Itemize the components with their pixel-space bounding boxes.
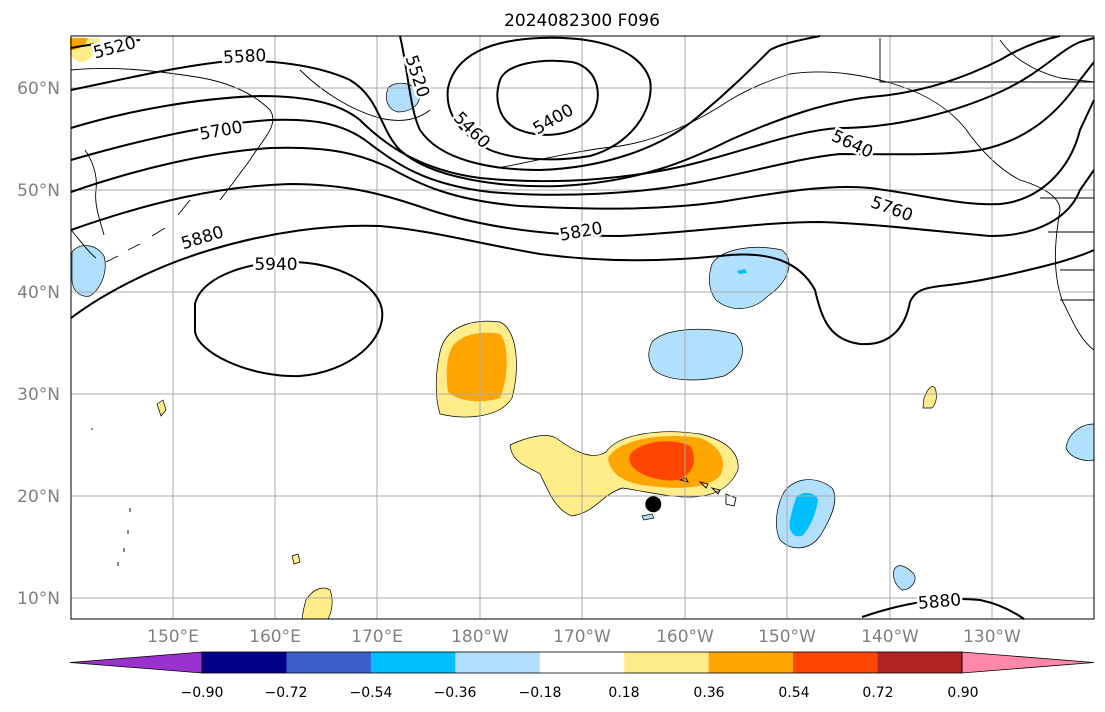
positive-anomaly-region — [291, 553, 301, 565]
contour-5580 — [70, 35, 1061, 188]
negative-anomaly-region — [893, 565, 916, 591]
coastline — [91, 428, 131, 566]
colorbar-tick-label: −0.36 — [434, 685, 477, 701]
colorbar-tick-label: 0.54 — [778, 685, 809, 701]
coastlines — [70, 38, 1095, 566]
coastline — [105, 199, 191, 263]
negative-anomaly-region — [641, 513, 655, 521]
latitude-label: 10°N — [17, 589, 60, 609]
coastline — [497, 71, 901, 169]
negative-anomaly-region — [1065, 423, 1095, 461]
negative-anomaly-region — [71, 245, 106, 297]
contour-5880 — [70, 224, 1095, 346]
colorbar-segment — [455, 652, 541, 673]
map-title: 2024082300 F096 — [504, 11, 660, 31]
colorbar-segment — [877, 652, 963, 673]
contour-5520-west — [70, 39, 141, 49]
contour-5520 — [399, 35, 821, 172]
contour-5640 — [70, 37, 1095, 183]
colorbar-tick-label: −0.72 — [265, 685, 308, 701]
colorbar-segment — [793, 652, 879, 673]
contour-5400 — [496, 59, 599, 136]
positive-anomaly-region — [156, 399, 167, 417]
latitude-label: 20°N — [17, 487, 60, 507]
longitude-label: 130°W — [963, 627, 1021, 647]
colorbar-tick-label: 0.18 — [608, 685, 639, 701]
longitude-labels: 150°E 160°E 170°E 180°W 170°W 160°W 150°… — [147, 627, 1021, 647]
colorbar-tick-label: 0.36 — [693, 685, 724, 701]
coastline — [70, 229, 97, 259]
longitude-label: 150°E — [147, 627, 199, 647]
latitude-label: 30°N — [17, 385, 60, 405]
contour-5760 — [70, 99, 1095, 210]
latitude-label: 50°N — [17, 181, 60, 201]
longitude-label: 170°W — [553, 627, 611, 647]
anomaly-shading — [70, 38, 1095, 620]
longitude-label: 140°W — [861, 627, 919, 647]
colorbar-segment — [624, 652, 710, 673]
contour-5460 — [446, 36, 652, 161]
colorbar-segment — [69, 651, 203, 674]
contour-5700 — [70, 61, 1095, 196]
contour-5820 — [70, 169, 1095, 238]
longitude-label: 180°W — [451, 627, 509, 647]
coastline — [1040, 197, 1094, 301]
positive-anomaly-region — [301, 587, 333, 620]
coastline — [879, 38, 1094, 83]
map-panel: 5520 5580 5520 5400 5460 5700 5640 5760 … — [70, 30, 1095, 620]
colorbar-tick-label: −0.54 — [350, 685, 393, 701]
gridlines — [71, 36, 1094, 619]
colorbar-segment — [539, 652, 625, 673]
colorbar-tick-label: 0.90 — [947, 685, 978, 701]
contour-label: 5940 — [254, 255, 297, 275]
colorbar-tick-labels: −0.90 −0.72 −0.54 −0.36 −0.18 0.18 0.36 … — [181, 685, 979, 701]
longitude-label: 160°W — [656, 627, 714, 647]
colorbar-segment — [202, 652, 287, 673]
coastline — [899, 85, 1061, 211]
contour-label: 5880 — [917, 590, 962, 614]
coastline — [678, 477, 737, 507]
location-marker — [645, 496, 662, 513]
negative-anomaly-region — [789, 492, 818, 537]
colorbar-tick-label: −0.18 — [519, 685, 562, 701]
negative-anomaly-region — [648, 328, 743, 381]
longitude-label: 170°E — [351, 627, 403, 647]
colorbar-tick-label: 0.72 — [862, 685, 893, 701]
colorbar-tick-label: −0.90 — [181, 685, 224, 701]
latitude-labels: 60°N 50°N 40°N 30°N 20°N 10°N — [17, 79, 60, 609]
latitude-label: 40°N — [17, 283, 60, 303]
longitude-label: 150°W — [758, 627, 816, 647]
map-frame — [70, 35, 1095, 620]
positive-anomaly-region — [446, 332, 507, 402]
colorbar-segment — [961, 651, 1095, 674]
contour-5940 — [194, 260, 384, 378]
contour-5880-south — [861, 597, 1025, 620]
colorbar-outline — [201, 651, 963, 674]
colorbar-segment — [708, 652, 794, 673]
positive-anomaly-region — [629, 441, 694, 481]
coastline — [999, 39, 1095, 83]
coastline — [70, 67, 274, 201]
colorbar: −0.90 −0.72 −0.54 −0.36 −0.18 0.18 0.36 … — [69, 651, 1095, 701]
latitude-label: 60°N — [17, 79, 60, 99]
colorbar-segment — [286, 652, 372, 673]
negative-anomaly-region — [737, 269, 747, 274]
contour-label: 5580 — [223, 46, 267, 68]
height-contours — [70, 35, 1095, 620]
colorbar-segment — [370, 652, 456, 673]
colorbar-segments — [69, 651, 1095, 674]
longitude-label: 160°E — [249, 627, 301, 647]
positive-anomaly-region — [922, 386, 937, 409]
